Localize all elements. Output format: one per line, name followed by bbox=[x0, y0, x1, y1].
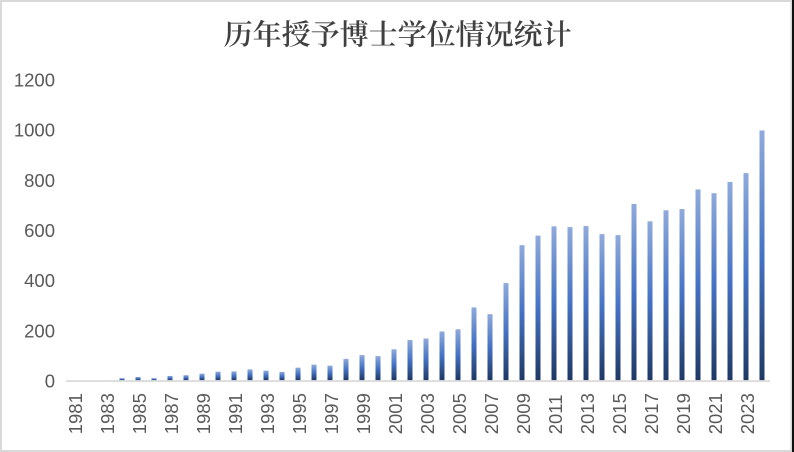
svg-text:2001: 2001 bbox=[385, 393, 406, 434]
svg-text:0: 0 bbox=[45, 371, 55, 392]
svg-text:1991: 1991 bbox=[225, 393, 246, 434]
svg-text:2015: 2015 bbox=[609, 393, 630, 434]
svg-text:200: 200 bbox=[24, 320, 55, 341]
svg-text:2023: 2023 bbox=[737, 393, 758, 434]
svg-text:2005: 2005 bbox=[449, 393, 470, 434]
svg-text:1200: 1200 bbox=[14, 69, 55, 90]
svg-text:2021: 2021 bbox=[705, 393, 726, 434]
svg-text:600: 600 bbox=[24, 220, 55, 241]
svg-text:400: 400 bbox=[24, 270, 55, 291]
svg-text:2009: 2009 bbox=[513, 393, 534, 434]
svg-text:2013: 2013 bbox=[577, 393, 598, 434]
svg-text:2007: 2007 bbox=[481, 393, 502, 434]
svg-text:2019: 2019 bbox=[673, 393, 694, 434]
svg-text:1981: 1981 bbox=[65, 393, 86, 434]
svg-text:2011: 2011 bbox=[545, 395, 566, 435]
svg-text:1989: 1989 bbox=[193, 393, 214, 434]
svg-text:1993: 1993 bbox=[257, 393, 278, 434]
svg-text:1985: 1985 bbox=[129, 393, 150, 434]
svg-text:2017: 2017 bbox=[641, 393, 662, 434]
svg-text:1987: 1987 bbox=[161, 393, 182, 434]
svg-text:2003: 2003 bbox=[417, 393, 438, 434]
svg-text:1999: 1999 bbox=[353, 393, 374, 434]
svg-text:1000: 1000 bbox=[14, 120, 55, 141]
svg-text:800: 800 bbox=[24, 170, 55, 191]
svg-text:1983: 1983 bbox=[97, 393, 118, 434]
svg-text:1997: 1997 bbox=[321, 393, 342, 434]
svg-text:1995: 1995 bbox=[289, 393, 310, 434]
